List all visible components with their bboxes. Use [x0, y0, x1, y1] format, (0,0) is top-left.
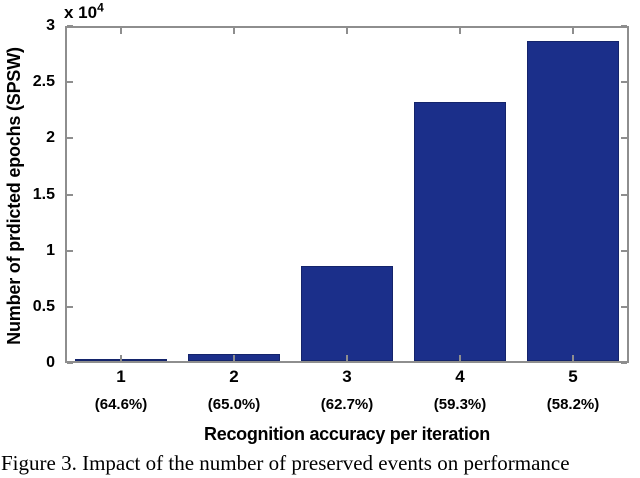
accuracy-percentage-label: (59.3%) [433, 396, 487, 413]
y-tick-mark-right [621, 250, 627, 252]
accuracy-percentage-label: (62.7%) [320, 396, 374, 413]
offset-base-text: x 10 [64, 3, 98, 22]
axis-frame [65, 26, 629, 363]
x-tick-mark-bottom [346, 355, 348, 361]
x-tick-label: 1 [116, 367, 126, 386]
y-axis-exponent-label: x 104 [64, 1, 104, 25]
y-tick-mark-left [67, 250, 73, 252]
y-tick-mark-right [621, 362, 627, 364]
bar-category-3 [301, 266, 393, 361]
x-tick-mark-top [120, 28, 122, 34]
x-tick-mark-bottom [233, 355, 235, 361]
y-tick-mark-left [67, 137, 73, 139]
y-tick-label: 0 [46, 354, 55, 371]
figure-caption: Figure 3. Impact of the number of preser… [1, 451, 570, 475]
y-tick-label: 1.5 [32, 186, 55, 203]
y-tick-mark-right [621, 25, 627, 27]
x-tick-label: 3 [342, 367, 352, 386]
x-tick-label: 5 [568, 367, 578, 386]
x-tick-mark-top [346, 28, 348, 34]
x-tick-label: 4 [455, 367, 465, 386]
bar-category-4 [413, 102, 506, 361]
accuracy-percentage-label: (65.0%) [207, 396, 261, 413]
y-tick-mark-left [67, 362, 73, 364]
offset-exponent-text: 4 [97, 0, 104, 15]
x-tick-label: 2 [229, 367, 239, 386]
y-tick-label: 2.5 [32, 73, 55, 90]
x-tick-mark-top [572, 28, 574, 34]
y-tick-mark-left [67, 194, 73, 196]
x-tick-mark-bottom [120, 355, 122, 361]
x-tick-mark-top [233, 28, 235, 34]
x-tick-mark-top [459, 28, 461, 34]
y-tick-mark-right [621, 194, 627, 196]
accuracy-percentage-label: (64.6%) [94, 396, 148, 413]
y-tick-mark-right [621, 306, 627, 308]
y-tick-mark-left [67, 25, 73, 27]
y-tick-label: 1 [46, 242, 55, 259]
bar-category-5 [526, 41, 619, 361]
x-axis-label: Recognition accuracy per iteration [204, 424, 490, 444]
y-tick-mark-left [67, 81, 73, 83]
accuracy-percentage-label: (58.2%) [546, 396, 600, 413]
y-tick-label: 0.5 [32, 298, 55, 315]
y-tick-mark-left [67, 306, 73, 308]
y-tick-label: 3 [46, 17, 55, 34]
y-tick-label: 2 [46, 129, 55, 146]
y-tick-mark-right [621, 81, 627, 83]
y-tick-mark-right [621, 137, 627, 139]
x-tick-mark-bottom [572, 355, 574, 361]
x-tick-mark-bottom [459, 355, 461, 361]
